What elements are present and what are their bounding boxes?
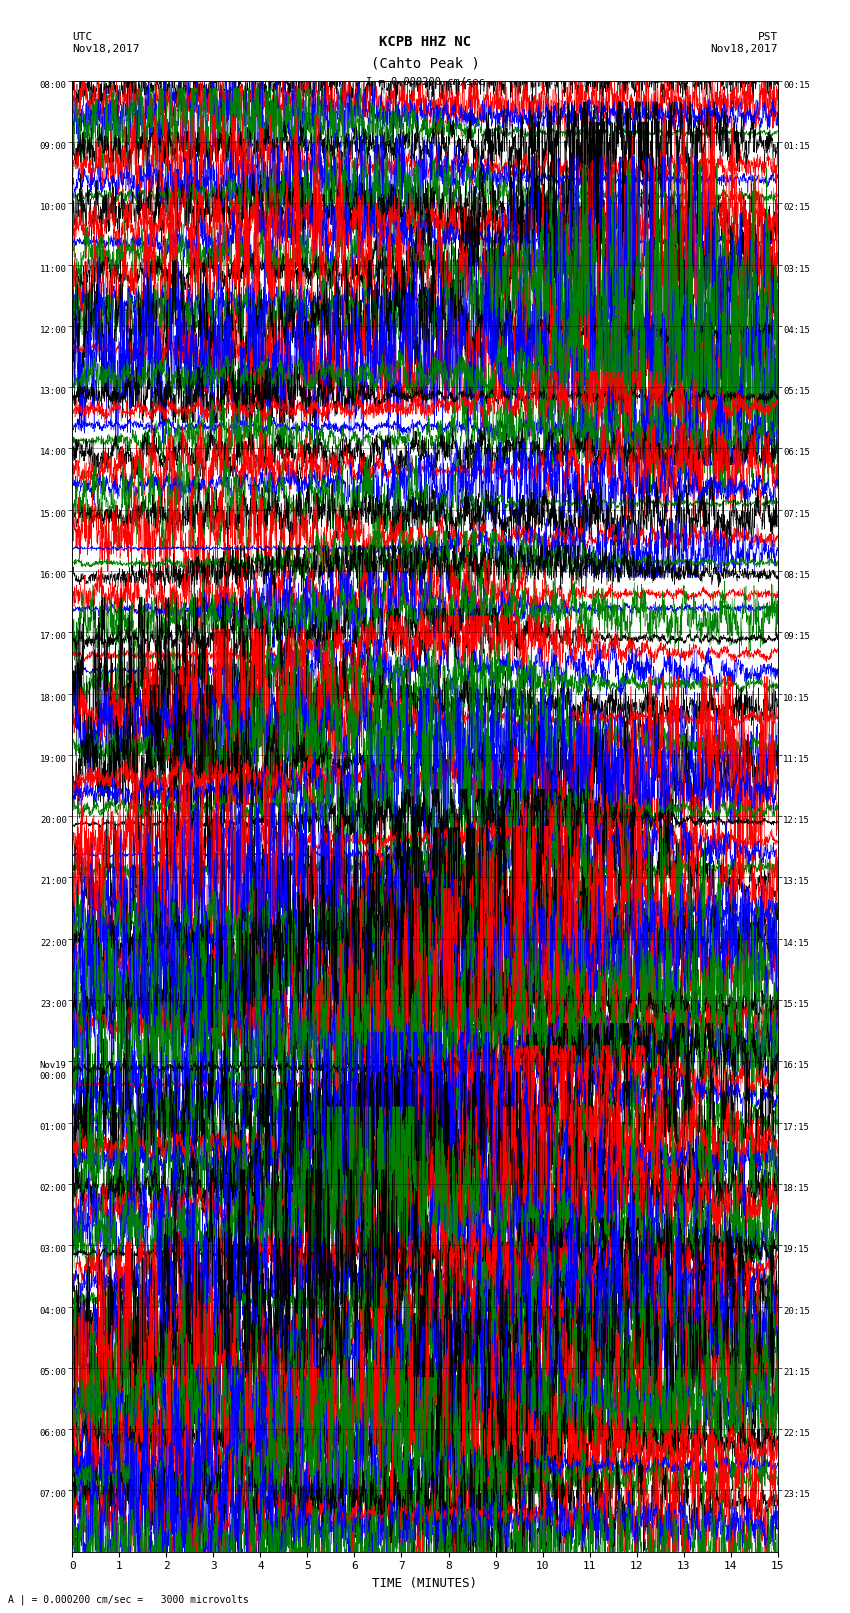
Text: I = 0.000200 cm/sec: I = 0.000200 cm/sec	[366, 77, 484, 87]
Text: (Cahto Peak ): (Cahto Peak )	[371, 56, 479, 71]
Text: A | = 0.000200 cm/sec =   3000 microvolts: A | = 0.000200 cm/sec = 3000 microvolts	[8, 1594, 249, 1605]
Text: PST
Nov18,2017: PST Nov18,2017	[711, 32, 778, 53]
X-axis label: TIME (MINUTES): TIME (MINUTES)	[372, 1578, 478, 1590]
Text: UTC
Nov18,2017: UTC Nov18,2017	[72, 32, 139, 53]
Text: KCPB HHZ NC: KCPB HHZ NC	[379, 35, 471, 50]
